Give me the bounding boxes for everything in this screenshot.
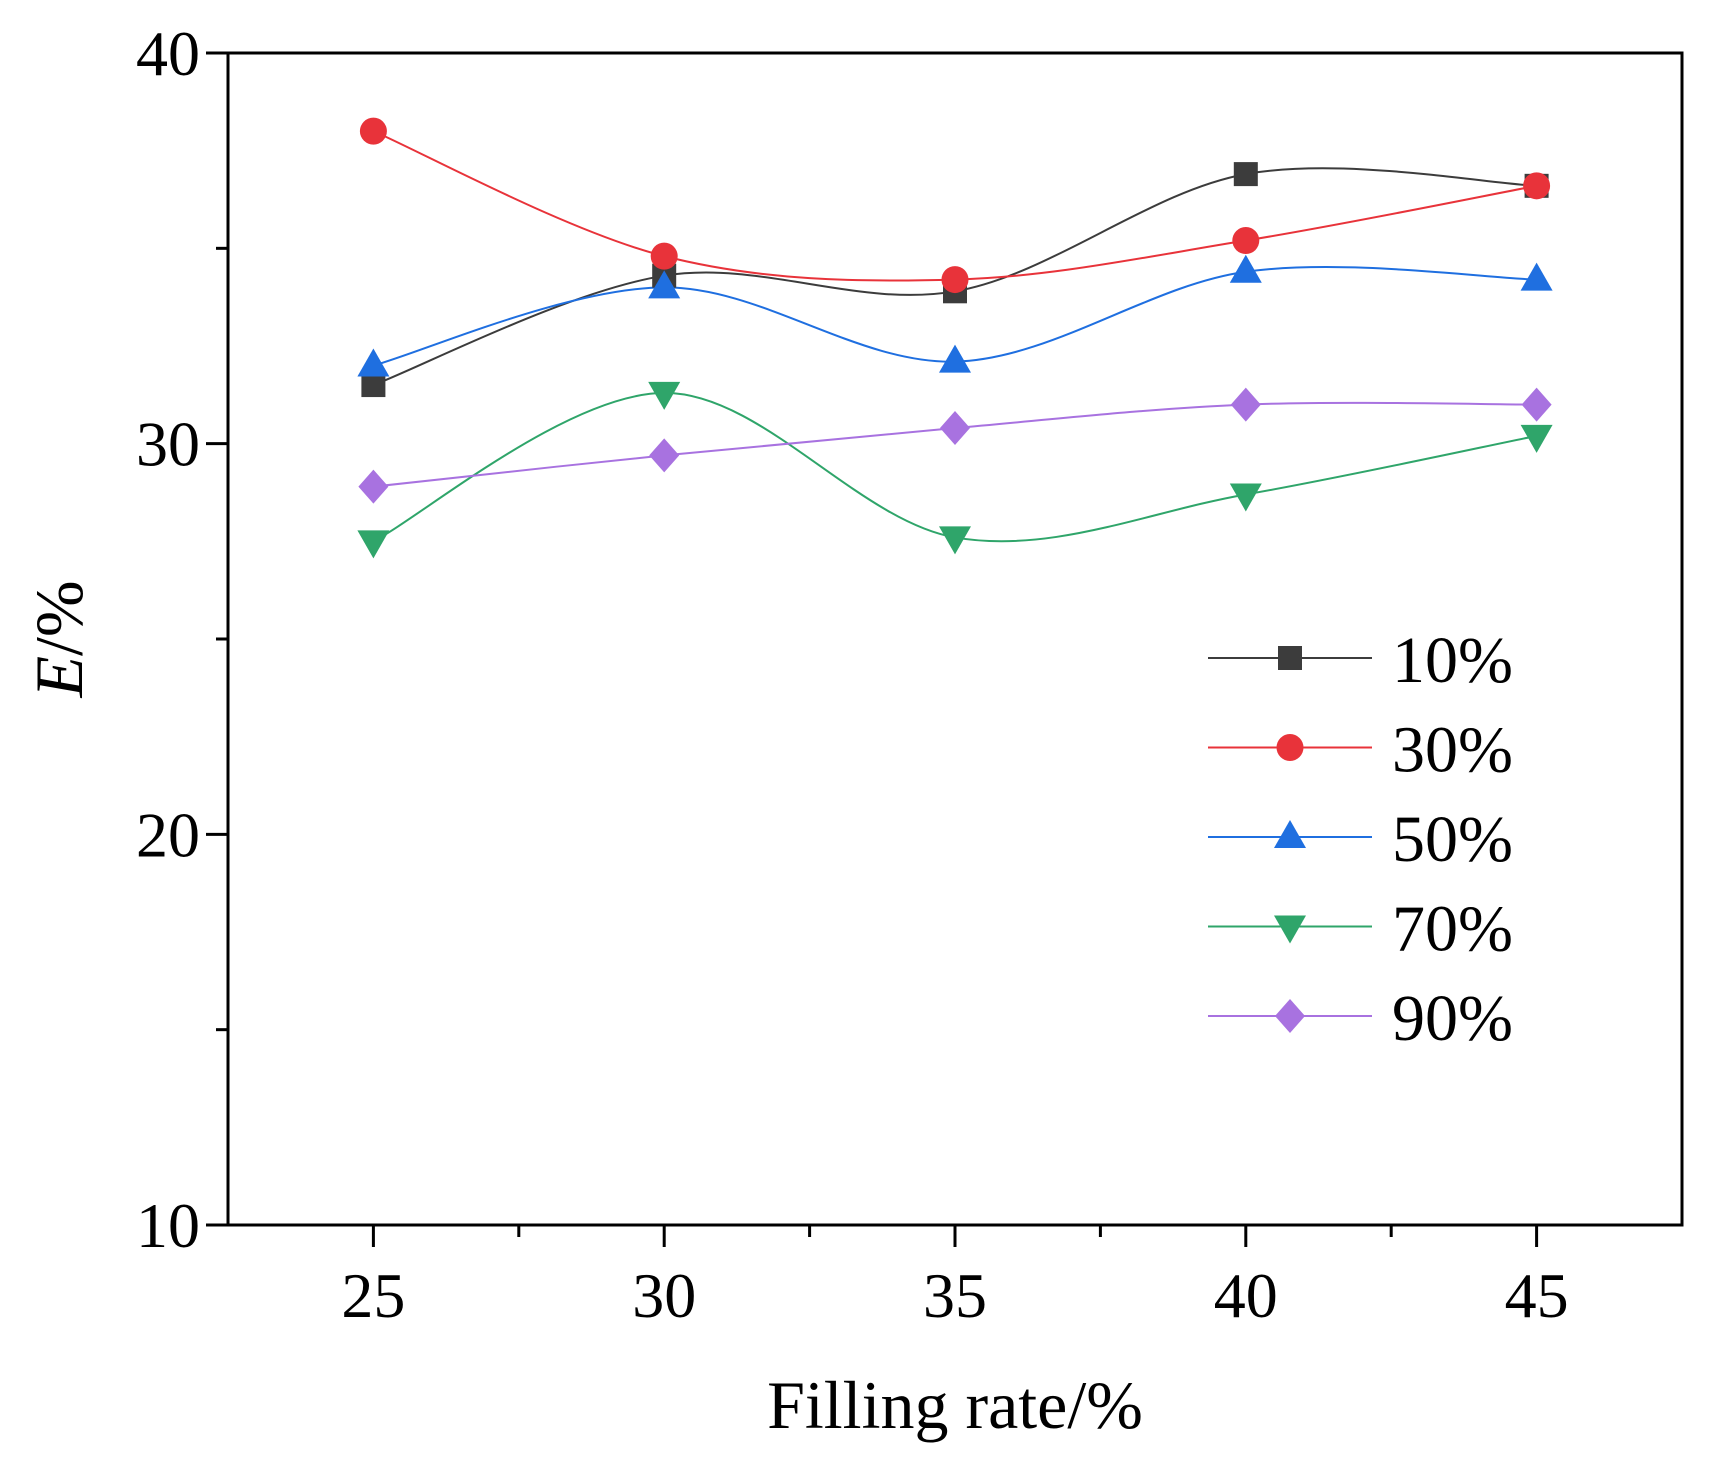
data-point-90%-x30 — [649, 438, 680, 473]
data-point-90%-x40 — [1230, 387, 1261, 422]
data-point-70%-x40 — [1229, 483, 1262, 512]
legend: 10% 30% 50% 70% 90% — [1208, 624, 1513, 1055]
data-point-30%-x30 — [650, 242, 678, 270]
legend-marker-50% — [1274, 820, 1306, 848]
x-tick-label: 35 — [923, 1260, 987, 1331]
legend-label-50%: 50% — [1392, 803, 1513, 876]
legend-label-10%: 10% — [1392, 624, 1513, 697]
data-point-70%-x30 — [648, 381, 681, 410]
legend-marker-30% — [1276, 734, 1304, 761]
data-point-10%-x40 — [1233, 162, 1258, 187]
data-point-30%-x40 — [1232, 227, 1260, 255]
legend-marker-10% — [1278, 646, 1302, 670]
x-tick-label: 30 — [632, 1260, 696, 1331]
x-tick-label: 40 — [1214, 1260, 1278, 1331]
data-point-50%-x35 — [939, 344, 971, 373]
data-point-70%-x25 — [357, 530, 390, 559]
y-axis-title-unit: /% — [21, 580, 97, 656]
y-tick-label: 20 — [136, 799, 200, 870]
data-point-90%-x35 — [940, 411, 970, 446]
data-point-70%-x35 — [939, 526, 971, 555]
y-axis: 10 20 30 40 — [136, 18, 228, 1261]
legend-marker-70% — [1274, 915, 1306, 944]
legend-label-90%: 90% — [1392, 982, 1513, 1055]
data-point-90%-x45 — [1521, 387, 1552, 422]
series-line-30% — [373, 130, 1537, 282]
legend-label-70%: 70% — [1392, 893, 1513, 966]
data-point-30%-x35 — [941, 266, 969, 294]
y-axis-title: E/% — [21, 580, 97, 698]
data-point-50%-x25 — [357, 348, 390, 377]
legend-label-30%: 30% — [1392, 714, 1513, 787]
y-tick-label: 40 — [136, 18, 200, 89]
data-point-70%-x45 — [1520, 424, 1553, 453]
data-point-50%-x40 — [1229, 254, 1262, 283]
x-axis: 25 30 35 40 45 — [341, 1225, 1569, 1331]
data-point-50%-x30 — [648, 270, 681, 299]
x-tick-label: 25 — [341, 1260, 405, 1331]
data-point-30%-x25 — [359, 117, 387, 145]
x-axis-title: Filling rate/% — [767, 1367, 1143, 1443]
series-curves — [372, 130, 1537, 543]
y-axis-title-symbol: E — [21, 656, 97, 699]
legend-marker-90% — [1275, 999, 1305, 1033]
data-point-90%-x25 — [358, 469, 389, 504]
data-point-30%-x45 — [1523, 172, 1551, 200]
data-point-50%-x45 — [1520, 262, 1553, 291]
y-tick-label: 10 — [136, 1190, 200, 1261]
x-tick-label: 45 — [1505, 1260, 1569, 1331]
data-point-10%-x25 — [361, 373, 386, 398]
series-markers — [357, 117, 1553, 559]
y-tick-label: 30 — [136, 409, 200, 480]
